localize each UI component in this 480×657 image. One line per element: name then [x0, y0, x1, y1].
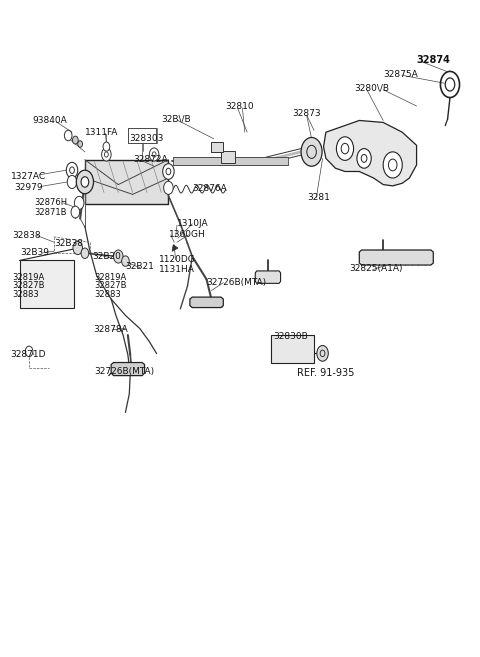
- Text: 32726B(MTA): 32726B(MTA): [95, 367, 155, 376]
- Text: 1311FA: 1311FA: [85, 127, 118, 137]
- Circle shape: [121, 256, 129, 266]
- Circle shape: [317, 346, 328, 361]
- Polygon shape: [172, 245, 178, 251]
- Circle shape: [149, 148, 159, 161]
- Circle shape: [66, 162, 78, 178]
- Text: 328303: 328303: [129, 134, 164, 143]
- Text: 32825(A1A): 32825(A1A): [350, 264, 403, 273]
- Text: 32873: 32873: [292, 110, 321, 118]
- Bar: [85, 160, 168, 204]
- Text: 32874: 32874: [417, 55, 450, 65]
- Text: 1131HA: 1131HA: [159, 265, 195, 274]
- Text: 32878A: 32878A: [93, 325, 128, 334]
- Circle shape: [67, 175, 77, 189]
- Bar: [271, 335, 314, 363]
- Bar: [128, 128, 157, 143]
- Circle shape: [102, 148, 111, 161]
- Text: 32B20: 32B20: [92, 252, 121, 261]
- Circle shape: [72, 136, 78, 144]
- Text: 1360GH: 1360GH: [169, 231, 206, 239]
- Bar: [20, 260, 74, 307]
- Circle shape: [76, 170, 94, 194]
- Circle shape: [163, 164, 174, 179]
- Circle shape: [164, 181, 173, 194]
- Text: 32876A: 32876A: [192, 184, 227, 193]
- Text: 32883: 32883: [95, 290, 121, 299]
- Text: 32726B(MTA): 32726B(MTA): [206, 278, 267, 287]
- Polygon shape: [111, 363, 144, 376]
- Circle shape: [71, 206, 80, 218]
- Bar: [221, 151, 235, 163]
- Text: 32B\/B: 32B\/B: [161, 115, 191, 124]
- Polygon shape: [255, 271, 281, 283]
- Text: 32871B: 32871B: [35, 208, 67, 217]
- Text: 32876H: 32876H: [35, 198, 68, 208]
- Text: 32883: 32883: [12, 290, 38, 299]
- Circle shape: [81, 177, 89, 187]
- Circle shape: [78, 141, 83, 147]
- Text: 1120DG: 1120DG: [159, 256, 196, 264]
- Text: 32838: 32838: [12, 231, 40, 240]
- Text: 32875A: 32875A: [383, 70, 418, 79]
- Circle shape: [336, 137, 354, 160]
- Text: 32810: 32810: [226, 102, 254, 110]
- Text: 32B39: 32B39: [21, 248, 49, 257]
- Text: 32872A: 32872A: [133, 155, 168, 164]
- Text: 32871D: 32871D: [10, 350, 46, 359]
- Circle shape: [64, 130, 72, 141]
- Text: 32819A: 32819A: [95, 273, 127, 282]
- Text: 32827B: 32827B: [12, 281, 44, 290]
- Circle shape: [357, 148, 371, 168]
- Polygon shape: [190, 297, 223, 307]
- Text: 32B21: 32B21: [125, 262, 155, 271]
- Text: 32819A: 32819A: [12, 273, 44, 282]
- Circle shape: [25, 346, 33, 357]
- Circle shape: [383, 152, 402, 178]
- Bar: [173, 157, 288, 165]
- Circle shape: [114, 250, 123, 263]
- Text: 32830B: 32830B: [274, 332, 308, 341]
- Text: 1310JA: 1310JA: [177, 219, 209, 229]
- Circle shape: [81, 248, 89, 258]
- Text: REF. 91-935: REF. 91-935: [297, 368, 355, 378]
- Text: 1327AC: 1327AC: [11, 171, 46, 181]
- Polygon shape: [360, 250, 433, 265]
- Text: 32827B: 32827B: [95, 281, 127, 290]
- Circle shape: [74, 196, 84, 210]
- Text: 32979: 32979: [15, 183, 43, 193]
- Circle shape: [103, 142, 110, 151]
- Text: 32B38: 32B38: [54, 239, 83, 248]
- Text: 3281: 3281: [307, 193, 330, 202]
- Polygon shape: [324, 120, 417, 186]
- Circle shape: [301, 137, 322, 166]
- Circle shape: [73, 242, 83, 254]
- Bar: [128, 128, 156, 143]
- Text: 93840A: 93840A: [33, 116, 67, 125]
- Bar: [211, 142, 223, 152]
- Text: 3280\/B: 3280\/B: [355, 83, 390, 92]
